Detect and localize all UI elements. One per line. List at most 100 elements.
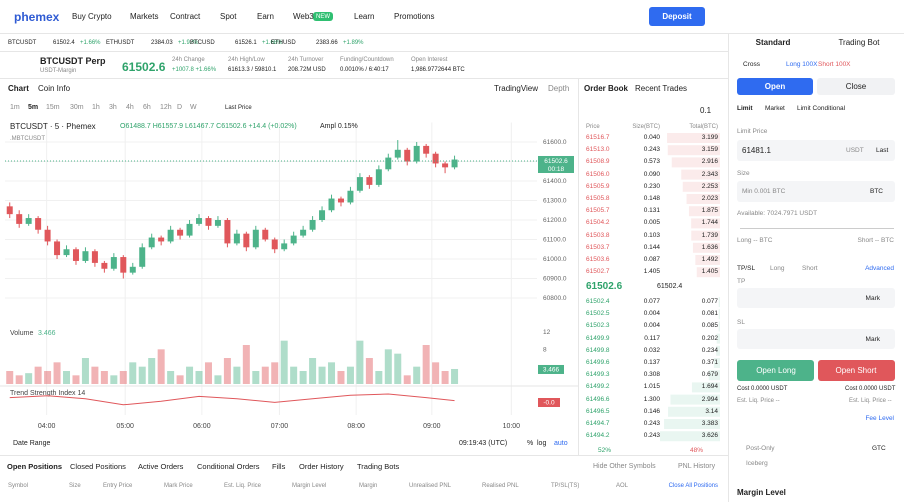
percent-toggle[interactable]: %	[527, 440, 534, 447]
order-price[interactable]: 61499.3	[586, 371, 610, 379]
order-type[interactable]: Limit	[737, 105, 753, 112]
order-price[interactable]: 61502.7	[586, 268, 610, 276]
order-price[interactable]: 61496.5	[586, 407, 610, 415]
symbol[interactable]: BTCUSDT Perp	[40, 56, 106, 66]
order-price[interactable]: 61503.7	[586, 243, 610, 251]
interval[interactable]: 1m	[10, 104, 20, 111]
nav-item[interactable]: Promotions	[394, 12, 435, 21]
tab[interactable]: Depth	[548, 84, 570, 93]
pnl-history[interactable]: PNL History	[678, 463, 716, 470]
ticker-symbol[interactable]: ETHUSDT	[106, 40, 135, 46]
step-select[interactable]: 0.1	[700, 106, 712, 115]
close-tab[interactable]	[817, 78, 895, 95]
size-slider[interactable]	[740, 228, 894, 229]
interval[interactable]: 15m	[46, 104, 60, 111]
interval[interactable]: 30m	[70, 104, 84, 111]
long-leverage[interactable]: Long 100X	[786, 61, 818, 68]
interval[interactable]: 4h	[126, 104, 134, 111]
open-short-text[interactable]: Open Short	[835, 366, 877, 375]
close-all[interactable]: Close All Positions	[668, 483, 718, 489]
log-toggle[interactable]: log	[537, 440, 547, 447]
tab[interactable]: Conditional Orders	[197, 462, 260, 471]
price-type[interactable]: Last Price	[225, 105, 252, 111]
size-placeholder[interactable]: Min 0.001 BTC	[742, 188, 786, 195]
order-price[interactable]: 61502.5	[586, 310, 610, 318]
open-long-button[interactable]	[737, 360, 814, 381]
order-price[interactable]: 61502.4	[586, 298, 610, 305]
order-price[interactable]: 61506.0	[586, 170, 610, 178]
interval[interactable]: W	[190, 104, 197, 111]
order-price[interactable]: 61503.6	[586, 256, 610, 263]
nav-item[interactable]: Contract	[170, 12, 201, 21]
tab[interactable]: Active Orders	[138, 462, 184, 471]
tab[interactable]: TradingView	[494, 84, 539, 93]
tab[interactable]: Standard	[755, 38, 791, 47]
tab[interactable]: Open Positions	[7, 462, 63, 471]
tab[interactable]: Trading Bot	[838, 38, 880, 47]
interval[interactable]: D	[177, 104, 183, 111]
ticker-symbol[interactable]: BTCUSDT	[8, 40, 37, 46]
nav-item[interactable]: Spot	[220, 12, 237, 21]
order-price[interactable]: 61496.6	[586, 395, 610, 403]
interval[interactable]: 6h	[143, 104, 151, 111]
order-type[interactable]: Limit Conditional	[797, 105, 846, 112]
order-price[interactable]: 61499.9	[586, 334, 610, 342]
nav-item[interactable]: Web3	[293, 12, 314, 21]
logo[interactable]: phemex	[14, 10, 60, 24]
open-tab-text[interactable]: Open	[764, 82, 786, 91]
order-price[interactable]: 61499.8	[586, 346, 610, 354]
hide-symbols[interactable]: Hide Other Symbols	[593, 463, 656, 470]
order-price[interactable]: 61494.2	[586, 432, 610, 440]
order-price[interactable]: 61504.2	[586, 219, 610, 227]
order-price[interactable]: 61499.2	[586, 383, 610, 391]
tp-input[interactable]	[737, 288, 895, 308]
tab[interactable]: Recent Trades	[635, 84, 688, 93]
iceberg[interactable]: Iceberg	[746, 460, 768, 467]
tab[interactable]: Closed Positions	[70, 462, 126, 471]
interval[interactable]: 1h	[92, 104, 100, 111]
order-type[interactable]: Market	[765, 105, 785, 112]
last-button[interactable]: Last	[876, 147, 889, 154]
margin-mode[interactable]: Cross	[743, 61, 760, 68]
deposit-text[interactable]: Deposit	[662, 12, 692, 21]
nav-item[interactable]: Earn	[257, 12, 274, 21]
short-leverage[interactable]: Short 100X	[818, 61, 851, 68]
close-tab-text[interactable]: Close	[845, 82, 867, 91]
nav-item[interactable]: Buy Crypto	[72, 12, 112, 21]
order-price[interactable]: 61513.0	[586, 146, 610, 154]
tab[interactable]: Order Book	[584, 84, 629, 93]
interval[interactable]: 5m	[28, 104, 39, 111]
order-price[interactable]: 61499.6	[586, 359, 610, 366]
order-price[interactable]: 61505.9	[586, 182, 610, 190]
trigger-type[interactable]: Mark	[865, 295, 880, 302]
open-short-button[interactable]	[818, 360, 895, 381]
tab[interactable]: Trading Bots	[357, 462, 400, 471]
order-price[interactable]: 61503.8	[586, 231, 610, 239]
nav-item[interactable]: Learn	[354, 12, 375, 21]
order-price[interactable]: 61505.8	[586, 195, 610, 202]
open-tab[interactable]	[737, 78, 813, 95]
tab[interactable]: Chart	[8, 84, 29, 93]
ticker-symbol[interactable]: ETHUSD	[271, 40, 296, 46]
tpsl-short[interactable]: Short	[802, 265, 818, 272]
tab[interactable]: Coin Info	[38, 84, 71, 93]
tpsl-long[interactable]: Long	[770, 265, 785, 272]
auto-toggle[interactable]: auto	[554, 440, 568, 447]
deposit-button[interactable]	[649, 7, 705, 26]
order-price[interactable]: 61502.3	[586, 322, 610, 330]
order-price[interactable]: 61516.7	[586, 134, 610, 141]
size-input[interactable]	[737, 181, 895, 202]
unit[interactable]: BTC	[870, 188, 883, 195]
tab[interactable]: Fills	[272, 462, 286, 471]
order-price[interactable]: 61508.9	[586, 158, 610, 166]
time-in-force[interactable]: GTC	[872, 445, 886, 452]
interval[interactable]: 12h	[160, 104, 172, 111]
sl-input[interactable]	[737, 329, 895, 349]
nav-item[interactable]: Markets	[130, 12, 159, 21]
advanced[interactable]: Advanced	[865, 265, 894, 272]
trigger-type[interactable]: Mark	[865, 336, 880, 343]
price-value[interactable]: 61481.1	[742, 146, 771, 155]
price-input[interactable]	[737, 140, 895, 161]
open-long-text[interactable]: Open Long	[756, 366, 796, 375]
date-range[interactable]: Date Range	[13, 440, 51, 447]
